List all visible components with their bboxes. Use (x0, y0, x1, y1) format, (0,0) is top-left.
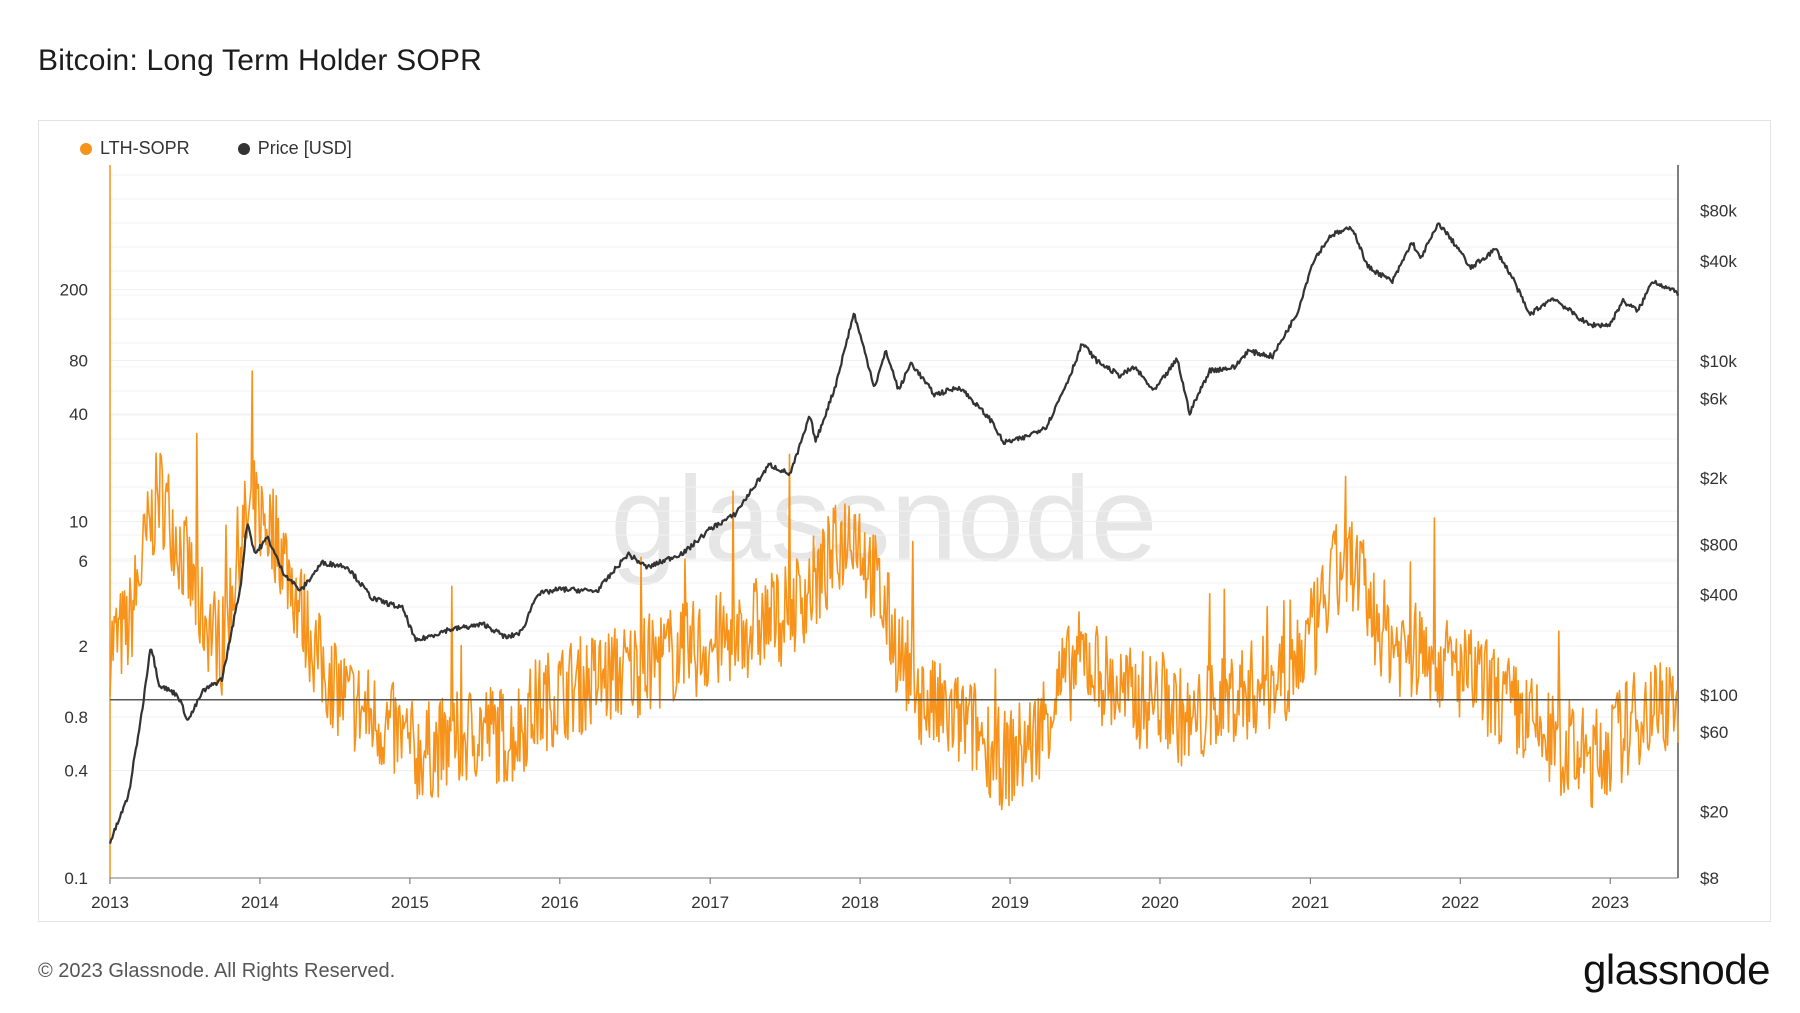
watermark-text: glassnode (610, 452, 1157, 586)
page-title: Bitcoin: Long Term Holder SOPR (38, 44, 482, 77)
y-left-tick-label: 0.8 (64, 708, 88, 727)
y-right-tick-label: $10k (1700, 352, 1737, 371)
x-tick-label: 2021 (1291, 893, 1329, 912)
x-tick-label: 2015 (391, 893, 429, 912)
legend-item-lth-sopr[interactable]: LTH-SOPR (80, 138, 190, 159)
x-tick-label: 2016 (541, 893, 579, 912)
y-right-tick-label: $400 (1700, 586, 1738, 605)
legend: LTH-SOPR Price [USD] (80, 138, 352, 159)
x-tick-label: 2013 (91, 893, 129, 912)
x-tick-label: 2019 (991, 893, 1029, 912)
y-left-tick-label: 80 (69, 352, 88, 371)
y-left-tick-label: 40 (69, 405, 88, 424)
y-left-tick-label: 0.1 (64, 869, 88, 888)
x-tick-label: 2014 (241, 893, 279, 912)
y-right-tick-label: $8 (1700, 869, 1719, 888)
x-tick-label: 2017 (691, 893, 729, 912)
legend-marker-lth-sopr (80, 142, 92, 155)
y-left-tick-label: 200 (60, 281, 88, 300)
legend-label-price: Price [USD] (257, 138, 352, 158)
series-line-lth-sopr (109, 370, 1679, 811)
y-right-tick-label: $800 (1700, 535, 1738, 554)
copyright-text: © 2023 Glassnode. All Rights Reserved. (38, 960, 396, 982)
brand-logo: glassnode (1583, 946, 1770, 993)
y-left-tick-label: 10 (69, 513, 88, 532)
legend-marker-price (237, 142, 250, 155)
legend-label-lth-sopr: LTH-SOPR (100, 138, 190, 158)
y-right-tick-label: $40k (1700, 252, 1737, 271)
y-right-tick-label: $60 (1700, 723, 1728, 742)
legend-item-price[interactable]: Price [USD] (237, 138, 352, 159)
y-left-tick-label: 2 (79, 637, 88, 656)
x-tick-label: 2020 (1141, 893, 1179, 912)
x-tick-label: 2022 (1441, 893, 1479, 912)
series-line-price (108, 222, 1680, 844)
y-right-tick-label: $2k (1700, 469, 1728, 488)
y-right-tick-label: $6k (1700, 389, 1728, 408)
y-right-tick-label: $100 (1700, 686, 1738, 705)
x-tick-label: 2018 (841, 893, 879, 912)
y-left-tick-label: 6 (79, 552, 88, 571)
y-right-tick-label: $80k (1700, 202, 1737, 221)
x-tick-label: 2023 (1591, 893, 1629, 912)
y-left-tick-label: 0.4 (64, 762, 88, 781)
y-right-tick-label: $20 (1700, 803, 1728, 822)
